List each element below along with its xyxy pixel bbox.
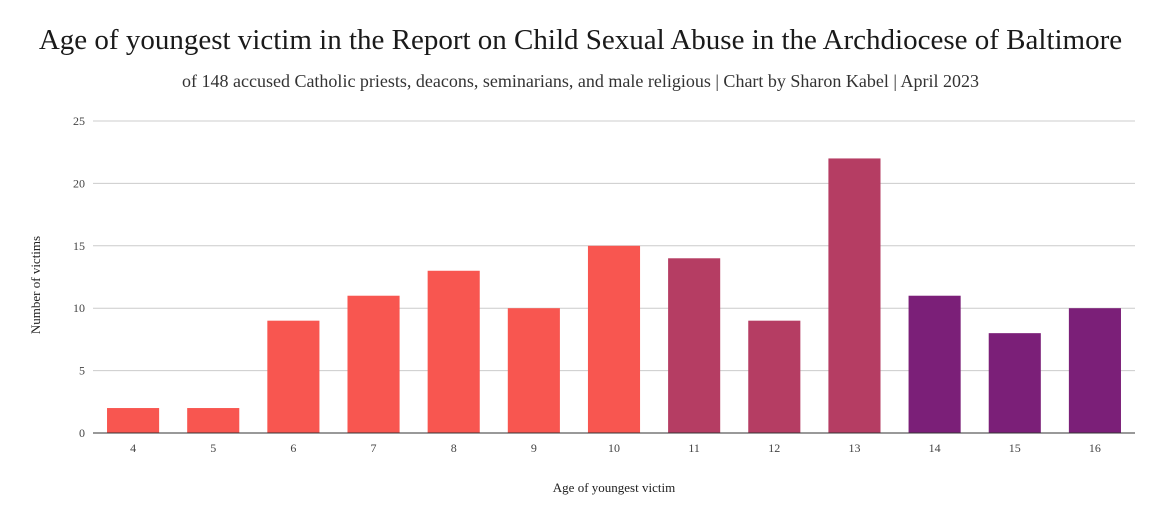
bar-age-10 (587, 245, 641, 433)
y-tick-label: 25 (73, 114, 85, 128)
bar-age-9 (507, 308, 560, 433)
y-tick-label: 10 (73, 301, 85, 315)
bar-age-5 (187, 408, 240, 433)
bar-age-4 (107, 408, 160, 433)
x-tick-label: 16 (1089, 441, 1101, 455)
bar-age-13 (828, 158, 881, 433)
y-tick-label: 0 (79, 426, 85, 440)
x-tick-label: 12 (768, 441, 780, 455)
bar-age-16 (1068, 308, 1121, 433)
x-tick-label: 5 (210, 441, 216, 455)
x-axis-label: Age of youngest victim (553, 480, 675, 495)
bar-age-11 (668, 258, 721, 433)
y-tick-label: 15 (73, 239, 85, 253)
bar-age-14 (908, 295, 961, 433)
bar-age-6 (267, 320, 320, 433)
x-tick-label: 11 (688, 441, 700, 455)
y-tick-label: 5 (79, 364, 85, 378)
y-tick-labels: 0 5 10 15 20 25 (73, 114, 85, 440)
bars (107, 158, 1121, 433)
bar-age-12 (748, 320, 801, 433)
chart-subtitle: of 148 accused Catholic priests, deacons… (181, 71, 980, 91)
x-tick-labels: 4 5 6 7 8 9 10 11 12 13 14 15 16 (130, 441, 1101, 455)
bar-age-15 (988, 333, 1041, 433)
x-tick-label: 14 (929, 441, 941, 455)
y-axis-label: Number of victims (28, 236, 43, 334)
x-tick-label: 10 (608, 441, 620, 455)
bar-age-7 (347, 295, 400, 433)
x-tick-label: 4 (130, 441, 136, 455)
bar-age-8 (427, 270, 480, 433)
x-tick-label: 9 (531, 441, 537, 455)
x-tick-label: 15 (1009, 441, 1021, 455)
chart-title: Age of youngest victim in the Report on … (38, 24, 1123, 56)
x-tick-label: 13 (848, 441, 860, 455)
y-tick-label: 20 (73, 176, 85, 190)
x-tick-label: 7 (371, 441, 377, 455)
x-tick-label: 8 (451, 441, 457, 455)
x-tick-label: 6 (290, 441, 296, 455)
